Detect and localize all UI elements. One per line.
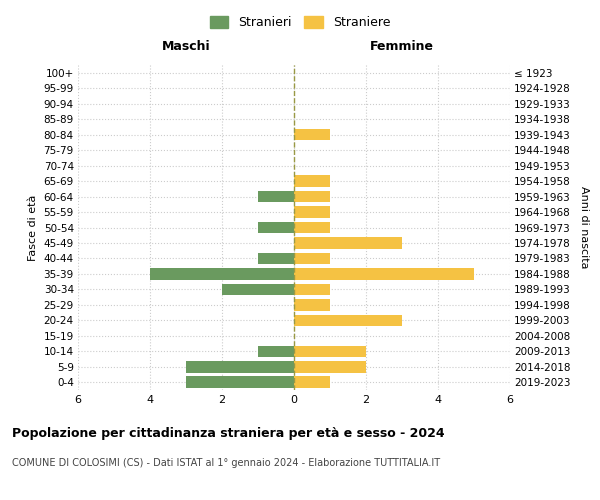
Bar <box>294 222 330 234</box>
Bar <box>294 376 330 388</box>
Bar <box>186 376 294 388</box>
Legend: Stranieri, Straniere: Stranieri, Straniere <box>205 11 395 34</box>
Y-axis label: Fasce di età: Fasce di età <box>28 194 38 260</box>
Bar <box>258 252 294 264</box>
Bar <box>186 361 294 372</box>
Bar <box>150 268 294 280</box>
Bar <box>294 299 330 310</box>
Bar <box>294 237 402 249</box>
Bar <box>294 268 474 280</box>
Bar <box>294 176 330 187</box>
Bar <box>294 252 330 264</box>
Y-axis label: Anni di nascita: Anni di nascita <box>579 186 589 269</box>
Bar <box>258 222 294 234</box>
Bar <box>294 190 330 202</box>
Bar <box>294 346 366 357</box>
Bar <box>294 314 402 326</box>
Bar <box>294 129 330 140</box>
Bar <box>258 346 294 357</box>
Bar <box>294 284 330 295</box>
Text: COMUNE DI COLOSIMI (CS) - Dati ISTAT al 1° gennaio 2024 - Elaborazione TUTTITALI: COMUNE DI COLOSIMI (CS) - Dati ISTAT al … <box>12 458 440 468</box>
Text: Maschi: Maschi <box>161 40 211 52</box>
Text: Popolazione per cittadinanza straniera per età e sesso - 2024: Popolazione per cittadinanza straniera p… <box>12 428 445 440</box>
Bar <box>294 206 330 218</box>
Text: Femmine: Femmine <box>370 40 434 52</box>
Bar <box>258 190 294 202</box>
Bar <box>222 284 294 295</box>
Bar <box>294 361 366 372</box>
